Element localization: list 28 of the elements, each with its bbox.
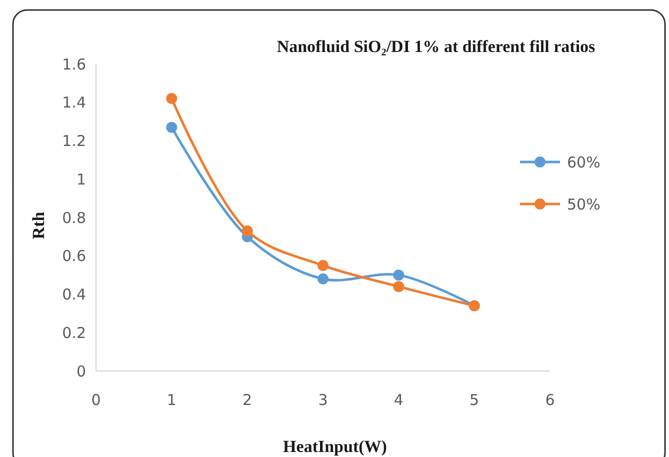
y-tick-label: 1.6	[62, 55, 86, 74]
point	[393, 281, 404, 292]
y-axis-title: Rth	[29, 211, 48, 240]
point	[166, 122, 178, 133]
x-tick-label: 5	[470, 391, 480, 409]
point	[318, 260, 328, 271]
y-tick-label: 0.6	[62, 247, 86, 266]
y-tick-label: 1.2	[62, 132, 86, 150]
x-tick-label: 2	[242, 391, 252, 409]
y-tick-label: 1.4	[62, 94, 86, 112]
y-tick-label: 0.4	[62, 286, 86, 304]
y-tick-label: 1	[76, 170, 86, 188]
legend-label: 60%	[567, 153, 600, 172]
point	[318, 273, 328, 284]
x-tick-label: 0	[91, 391, 101, 409]
x-tick-label: 3	[318, 391, 328, 409]
y-tick-label: 0.2	[62, 324, 86, 342]
y-tick-label: 0	[76, 362, 86, 380]
x-tick-label: 6	[545, 391, 555, 409]
point	[166, 93, 178, 104]
point	[242, 225, 253, 236]
y-tick-label: 0.8	[62, 208, 86, 227]
chart-title: Nanofluid SiO₂/DI 1% at different fill ratios	[276, 37, 596, 56]
legend-label: 50%	[567, 195, 600, 214]
x-tick-label: 1	[166, 391, 176, 409]
x-tick-label: 4	[394, 391, 404, 409]
point	[393, 270, 404, 281]
x-axis-title: HeatInput(W)	[283, 437, 387, 456]
